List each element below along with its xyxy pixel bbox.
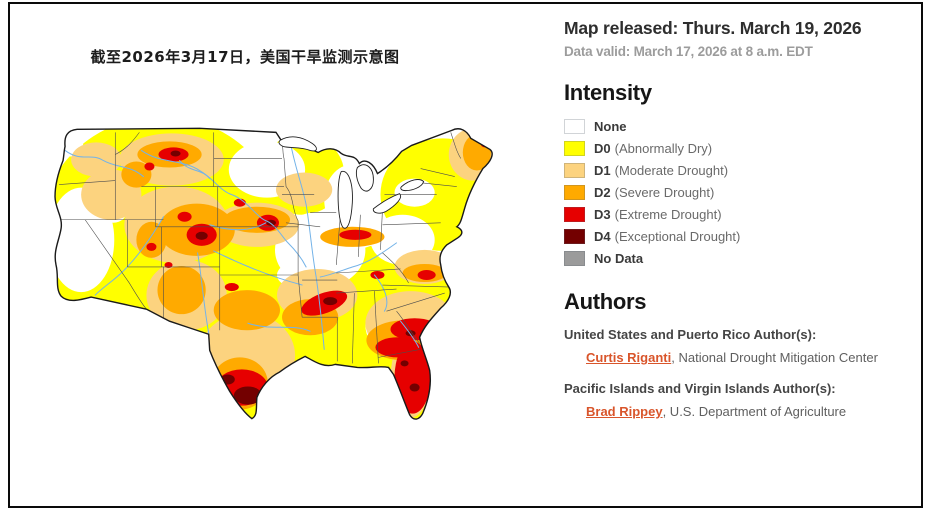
rivers-layer	[64, 139, 420, 350]
drought-map-svg	[54, 127, 493, 420]
legend-row-d1: D1 (Moderate Drought)	[564, 159, 924, 181]
intensity-legend: None D0 (Abnormally Dry) D1 (Moderate Dr…	[564, 115, 924, 269]
author-region-label: United States and Puerto Rico Author(s):	[564, 327, 817, 342]
legend-swatch-d1	[564, 162, 585, 178]
legend-swatch-d4	[564, 228, 585, 244]
legend-label: D2	[594, 184, 611, 200]
page-frame: 截至2026年3月17日，美国干旱监测示意图	[8, 2, 923, 508]
legend-row-d2: D2 (Severe Drought)	[564, 181, 924, 203]
author-line: Curtis Riganti, National Drought Mitigat…	[586, 350, 924, 365]
legend-desc: (Exceptional Drought)	[614, 228, 741, 244]
author-link-brad-rippey[interactable]: Brad Rippey	[586, 404, 663, 419]
legend-desc: (Extreme Drought)	[614, 206, 722, 222]
us-outline	[54, 127, 493, 420]
author-affiliation: , National Drought Mitigation Center	[671, 350, 878, 365]
legend-desc: (Moderate Drought)	[614, 162, 729, 178]
legend-row-d3: D3 (Extreme Drought)	[564, 203, 924, 225]
legend-label: D4	[594, 228, 611, 244]
legend-desc: (Severe Drought)	[614, 184, 715, 200]
legend-label: None	[594, 118, 627, 134]
legend-swatch-nodata	[564, 250, 585, 266]
author-group-us: United States and Puerto Rico Author(s):…	[564, 327, 924, 365]
authors-title: Authors	[564, 289, 647, 314]
legend-row-d4: D4 (Exceptional Drought)	[564, 225, 924, 247]
legend-title: Intensity	[564, 80, 652, 105]
author-link-curtis-riganti[interactable]: Curtis Riganti	[586, 350, 672, 365]
legend-row-none: None	[564, 115, 924, 137]
info-panel: Map released: Thurs. March 19, 2026 Data…	[564, 18, 924, 435]
us-drought-map	[51, 124, 503, 426]
legend-row-d0: D0 (Abnormally Dry)	[564, 137, 924, 159]
d4-layer	[170, 150, 420, 405]
legend-swatch-d2	[564, 184, 585, 200]
legend-swatch-d0	[564, 140, 585, 156]
legend-label: No Data	[594, 250, 644, 266]
author-region-label: Pacific Islands and Virgin Islands Autho…	[564, 381, 836, 396]
legend-row-nodata: No Data	[564, 247, 924, 269]
author-group-pacific: Pacific Islands and Virgin Islands Autho…	[564, 381, 924, 419]
legend-label: D1	[594, 162, 611, 178]
legend-swatch-none	[564, 118, 585, 134]
authors-section: Authors United States and Puerto Rico Au…	[564, 289, 924, 419]
legend-swatch-d3	[564, 206, 585, 222]
state-borders-layer	[55, 132, 462, 364]
legend-label: D0	[594, 140, 611, 156]
great-lakes	[278, 136, 425, 229]
author-line: Brad Rippey, U.S. Department of Agricult…	[586, 404, 924, 419]
data-valid-date: Data valid: March 17, 2026 at 8 a.m. EDT	[564, 44, 813, 59]
legend-desc: (Abnormally Dry)	[614, 140, 713, 156]
author-affiliation: , U.S. Department of Agriculture	[662, 404, 847, 419]
legend-label: D3	[594, 206, 611, 222]
map-released-date: Map released: Thurs. March 19, 2026	[564, 18, 862, 38]
map-title-chinese: 截至2026年3月17日，美国干旱监测示意图	[90, 48, 400, 66]
